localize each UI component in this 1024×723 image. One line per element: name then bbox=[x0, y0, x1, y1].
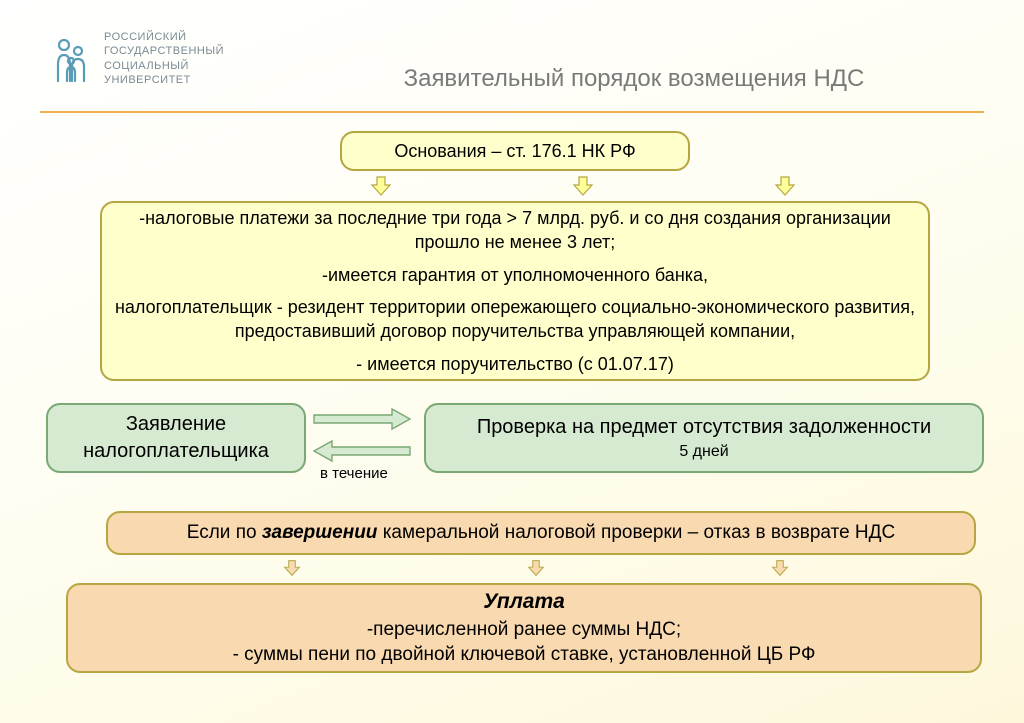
arrow-left-icon bbox=[312, 439, 412, 463]
application-line2: налогоплательщика bbox=[83, 438, 269, 465]
box-application: Заявление налогоплательщика bbox=[46, 403, 306, 473]
box-criteria: -налоговые платежи за последние три года… bbox=[100, 201, 930, 381]
people-logo-icon bbox=[50, 35, 92, 83]
arrow-down-icon bbox=[774, 175, 796, 197]
logo-line4: УНИВЕРСИТЕТ bbox=[104, 73, 224, 87]
box-refusal: Если по завершении камеральной налоговой… bbox=[106, 511, 976, 555]
box-basis-text: Основания – ст. 176.1 НК РФ bbox=[394, 139, 635, 163]
payment-line1: -перечисленной ранее суммы НДС; bbox=[367, 617, 681, 643]
criteria-line2: -имеется гарантия от уполномоченного бан… bbox=[322, 263, 708, 287]
criteria-line4: - имеется поручительство (с 01.07.17) bbox=[356, 352, 674, 376]
application-line1: Заявление bbox=[126, 411, 226, 438]
arrow-down-icon bbox=[572, 175, 594, 197]
refusal-pre: Если по bbox=[187, 520, 262, 546]
payment-line2: - суммы пени по двойной ключевой ставке,… bbox=[233, 642, 816, 668]
logo-line1: РОССИЙСКИЙ bbox=[104, 30, 224, 44]
logo-line3: СОЦИАЛЬНЫЙ bbox=[104, 59, 224, 73]
arrow-down-icon bbox=[370, 175, 392, 197]
header-divider bbox=[40, 111, 984, 113]
header: РОССИЙСКИЙ ГОСУДАРСТВЕННЫЙ СОЦИАЛЬНЫЙ УН… bbox=[0, 0, 1024, 103]
check-line1: Проверка на предмет отсутствия задолженн… bbox=[477, 414, 931, 441]
criteria-line1: -налоговые платежи за последние три года… bbox=[114, 206, 916, 255]
logo-line2: ГОСУДАРСТВЕННЫЙ bbox=[104, 44, 224, 58]
box-basis: Основания – ст. 176.1 НК РФ bbox=[340, 131, 690, 171]
payment-title: Уплата bbox=[483, 588, 565, 616]
check-line2: 5 дней bbox=[679, 441, 728, 463]
box-payment: Уплата -перечисленной ранее суммы НДС; -… bbox=[66, 583, 982, 673]
arrow-down-icon bbox=[526, 559, 546, 577]
arrow-down-icon bbox=[282, 559, 302, 577]
criteria-line3: налогоплательщик - резидент территории о… bbox=[114, 295, 916, 344]
note-within: в течение bbox=[320, 465, 388, 482]
box-check: Проверка на предмет отсутствия задолженн… bbox=[424, 403, 984, 473]
logo-block: РОССИЙСКИЙ ГОСУДАРСТВЕННЫЙ СОЦИАЛЬНЫЙ УН… bbox=[50, 30, 224, 87]
refusal-bi: завершении bbox=[262, 520, 378, 546]
arrow-right-icon bbox=[312, 407, 412, 431]
arrow-down-icon bbox=[770, 559, 790, 577]
page-title: Заявительный порядок возмещения НДС bbox=[224, 30, 984, 93]
logo-text: РОССИЙСКИЙ ГОСУДАРСТВЕННЫЙ СОЦИАЛЬНЫЙ УН… bbox=[104, 30, 224, 87]
refusal-post: камеральной налоговой проверки – отказ в… bbox=[377, 520, 895, 546]
